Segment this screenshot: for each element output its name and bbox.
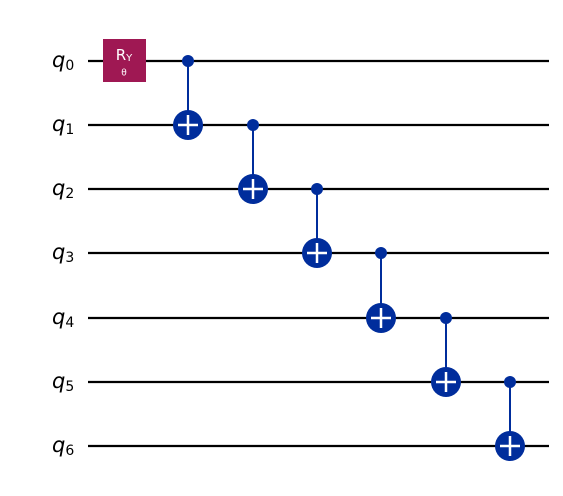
cnot bbox=[431, 312, 461, 397]
gate-box bbox=[103, 39, 146, 82]
ry-gate: RY θ bbox=[103, 39, 146, 82]
qubit-label: q2 bbox=[52, 176, 74, 202]
qubit-label: q1 bbox=[52, 112, 74, 138]
qubit-label: q0 bbox=[52, 48, 74, 74]
cnot bbox=[173, 55, 203, 140]
cnot bbox=[366, 247, 396, 333]
qubit-label: q6 bbox=[52, 433, 74, 459]
qubit-labels: q0 q1 q2 q3 q4 q5 q6 bbox=[52, 48, 74, 459]
qubit-label: q3 bbox=[52, 240, 74, 266]
cnot bbox=[238, 119, 268, 204]
qubit-label: q5 bbox=[52, 369, 74, 395]
cnot-gates bbox=[173, 55, 525, 461]
gate-label: RY bbox=[116, 46, 133, 65]
cnot bbox=[302, 183, 332, 268]
cnot bbox=[495, 376, 525, 461]
qubit-label: q4 bbox=[52, 305, 74, 331]
gate-parameter: θ bbox=[121, 69, 127, 79]
